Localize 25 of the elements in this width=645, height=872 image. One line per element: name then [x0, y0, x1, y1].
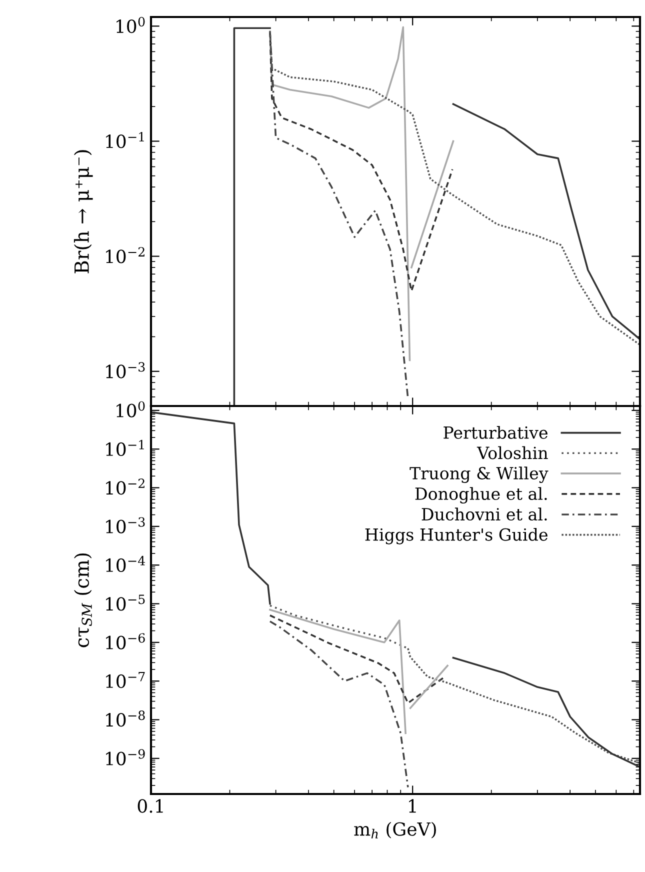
y-tick-label: 10$^{−2}$ — [106, 247, 144, 264]
x-tick-label: 0.1 — [138, 799, 163, 813]
legend-label: Voloshin — [476, 446, 548, 460]
y-tick-label: 10$^{−2}$ — [106, 478, 144, 495]
y-tick-label: 10$^{−3}$ — [106, 362, 145, 378]
y-tick-label: 10$^{−7}$ — [106, 672, 145, 688]
y-tick-label: 10$^{−4}$ — [106, 556, 146, 572]
legend-label: Donoghue et al. — [415, 487, 547, 504]
y-tick-label: 10$^{−9}$ — [106, 749, 145, 766]
y-tick-label: 10$^{−1}$ — [106, 440, 144, 456]
y-axis-title: cτ$_{SM}$ (cm) — [74, 553, 92, 648]
x-tick-label: 1 — [409, 799, 416, 813]
y-axis-title: Br(h → μ⁺μ⁻) — [74, 150, 93, 274]
legend-label: Perturbative — [444, 426, 548, 439]
y-tick-label: 10$^{0}$ — [116, 401, 145, 418]
legend-label: Higgs Hunter's Guide — [365, 528, 548, 544]
legend-label: Truong & Willey — [410, 466, 548, 483]
y-tick-label: 10$^{−6}$ — [106, 633, 145, 650]
y-tick-label: 10$^{−8}$ — [106, 710, 145, 727]
y-tick-label: 10$^{−5}$ — [106, 594, 145, 611]
x-axis-title: m$_{h}$ (GeV) — [354, 822, 436, 838]
y-tick-label: 10$^{0}$ — [116, 16, 145, 34]
y-tick-label: 10$^{−3}$ — [106, 517, 145, 534]
y-tick-label: 10$^{−1}$ — [106, 132, 144, 148]
legend-label: Duchovni et al. — [422, 508, 547, 521]
